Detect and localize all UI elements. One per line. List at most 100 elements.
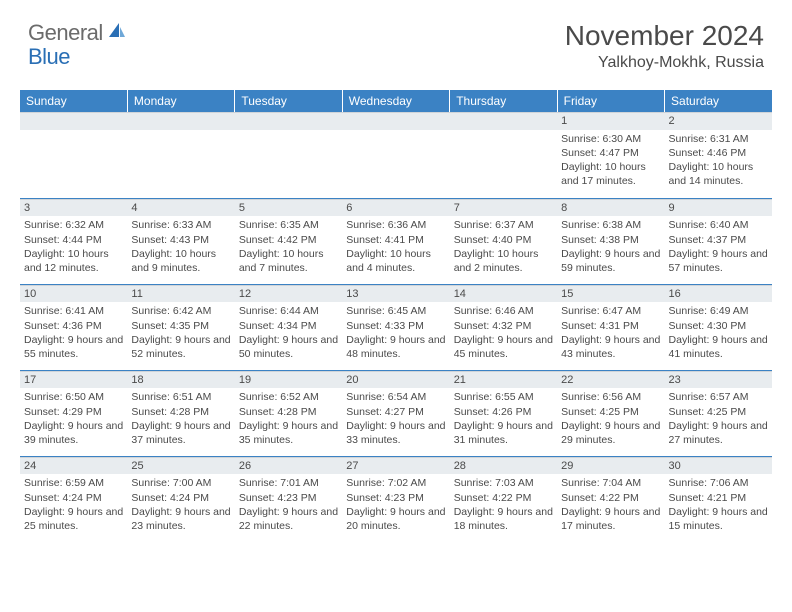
calendar-cell: 9Sunrise: 6:40 AMSunset: 4:37 PMDaylight… bbox=[665, 198, 772, 284]
day-number: 5 bbox=[235, 199, 342, 217]
sunset-text: Sunset: 4:26 PM bbox=[454, 405, 553, 419]
daylight-text: Daylight: 10 hours and 9 minutes. bbox=[131, 247, 230, 275]
day-body: Sunrise: 6:51 AMSunset: 4:28 PMDaylight:… bbox=[127, 388, 234, 451]
day-body: Sunrise: 7:00 AMSunset: 4:24 PMDaylight:… bbox=[127, 474, 234, 537]
weekday-sunday: Sunday bbox=[20, 90, 127, 112]
sunset-text: Sunset: 4:42 PM bbox=[239, 233, 338, 247]
day-number: 14 bbox=[450, 285, 557, 303]
day-body: Sunrise: 6:50 AMSunset: 4:29 PMDaylight:… bbox=[20, 388, 127, 451]
sunset-text: Sunset: 4:24 PM bbox=[131, 491, 230, 505]
calendar-cell: 30Sunrise: 7:06 AMSunset: 4:21 PMDayligh… bbox=[665, 456, 772, 542]
day-body: Sunrise: 6:36 AMSunset: 4:41 PMDaylight:… bbox=[342, 216, 449, 279]
sunrise-text: Sunrise: 6:54 AM bbox=[346, 390, 445, 404]
day-body: Sunrise: 7:03 AMSunset: 4:22 PMDaylight:… bbox=[450, 474, 557, 537]
calendar-cell: 25Sunrise: 7:00 AMSunset: 4:24 PMDayligh… bbox=[127, 456, 234, 542]
calendar-cell: 2Sunrise: 6:31 AMSunset: 4:46 PMDaylight… bbox=[665, 112, 772, 198]
day-number: 28 bbox=[450, 457, 557, 475]
day-number: 13 bbox=[342, 285, 449, 303]
calendar-week-row: 24Sunrise: 6:59 AMSunset: 4:24 PMDayligh… bbox=[20, 456, 772, 542]
calendar-week-row: 17Sunrise: 6:50 AMSunset: 4:29 PMDayligh… bbox=[20, 370, 772, 456]
day-number: 11 bbox=[127, 285, 234, 303]
daylight-text: Daylight: 9 hours and 33 minutes. bbox=[346, 419, 445, 447]
day-number: 21 bbox=[450, 371, 557, 389]
calendar-week-row: 10Sunrise: 6:41 AMSunset: 4:36 PMDayligh… bbox=[20, 284, 772, 370]
day-number: 15 bbox=[557, 285, 664, 303]
calendar-table: Sunday Monday Tuesday Wednesday Thursday… bbox=[20, 90, 772, 542]
calendar-cell: 14Sunrise: 6:46 AMSunset: 4:32 PMDayligh… bbox=[450, 284, 557, 370]
sunset-text: Sunset: 4:21 PM bbox=[669, 491, 768, 505]
sunrise-text: Sunrise: 6:30 AM bbox=[561, 132, 660, 146]
daylight-text: Daylight: 9 hours and 48 minutes. bbox=[346, 333, 445, 361]
day-number: 23 bbox=[665, 371, 772, 389]
sunset-text: Sunset: 4:43 PM bbox=[131, 233, 230, 247]
calendar-cell: 13Sunrise: 6:45 AMSunset: 4:33 PMDayligh… bbox=[342, 284, 449, 370]
sunset-text: Sunset: 4:36 PM bbox=[24, 319, 123, 333]
calendar-cell: 1Sunrise: 6:30 AMSunset: 4:47 PMDaylight… bbox=[557, 112, 664, 198]
daylight-text: Daylight: 10 hours and 2 minutes. bbox=[454, 247, 553, 275]
sunrise-text: Sunrise: 7:02 AM bbox=[346, 476, 445, 490]
calendar-cell bbox=[235, 112, 342, 198]
calendar-cell: 8Sunrise: 6:38 AMSunset: 4:38 PMDaylight… bbox=[557, 198, 664, 284]
daylight-text: Daylight: 9 hours and 15 minutes. bbox=[669, 505, 768, 533]
day-number: 25 bbox=[127, 457, 234, 475]
sunrise-text: Sunrise: 6:35 AM bbox=[239, 218, 338, 232]
day-number: 2 bbox=[665, 112, 772, 130]
calendar-cell: 23Sunrise: 6:57 AMSunset: 4:25 PMDayligh… bbox=[665, 370, 772, 456]
day-body: Sunrise: 6:37 AMSunset: 4:40 PMDaylight:… bbox=[450, 216, 557, 279]
header: General November 2024 Yalkhoy-Mokhk, Rus… bbox=[0, 0, 792, 80]
calendar-cell: 20Sunrise: 6:54 AMSunset: 4:27 PMDayligh… bbox=[342, 370, 449, 456]
sunset-text: Sunset: 4:25 PM bbox=[669, 405, 768, 419]
sunrise-text: Sunrise: 6:38 AM bbox=[561, 218, 660, 232]
daylight-text: Daylight: 9 hours and 23 minutes. bbox=[131, 505, 230, 533]
sunset-text: Sunset: 4:46 PM bbox=[669, 146, 768, 160]
sunset-text: Sunset: 4:40 PM bbox=[454, 233, 553, 247]
sunset-text: Sunset: 4:28 PM bbox=[131, 405, 230, 419]
calendar-cell: 5Sunrise: 6:35 AMSunset: 4:42 PMDaylight… bbox=[235, 198, 342, 284]
sunrise-text: Sunrise: 7:06 AM bbox=[669, 476, 768, 490]
daylight-text: Daylight: 9 hours and 31 minutes. bbox=[454, 419, 553, 447]
sunset-text: Sunset: 4:32 PM bbox=[454, 319, 553, 333]
sunrise-text: Sunrise: 6:50 AM bbox=[24, 390, 123, 404]
calendar-cell: 26Sunrise: 7:01 AMSunset: 4:23 PMDayligh… bbox=[235, 456, 342, 542]
daylight-text: Daylight: 9 hours and 18 minutes. bbox=[454, 505, 553, 533]
sunset-text: Sunset: 4:33 PM bbox=[346, 319, 445, 333]
sunrise-text: Sunrise: 6:46 AM bbox=[454, 304, 553, 318]
calendar-cell: 18Sunrise: 6:51 AMSunset: 4:28 PMDayligh… bbox=[127, 370, 234, 456]
weekday-thursday: Thursday bbox=[450, 90, 557, 112]
day-number bbox=[342, 112, 449, 130]
day-number: 8 bbox=[557, 199, 664, 217]
day-body: Sunrise: 7:06 AMSunset: 4:21 PMDaylight:… bbox=[665, 474, 772, 537]
daylight-text: Daylight: 9 hours and 50 minutes. bbox=[239, 333, 338, 361]
sunset-text: Sunset: 4:35 PM bbox=[131, 319, 230, 333]
sunset-text: Sunset: 4:41 PM bbox=[346, 233, 445, 247]
sunset-text: Sunset: 4:22 PM bbox=[561, 491, 660, 505]
daylight-text: Daylight: 9 hours and 22 minutes. bbox=[239, 505, 338, 533]
sunrise-text: Sunrise: 6:51 AM bbox=[131, 390, 230, 404]
calendar-cell: 16Sunrise: 6:49 AMSunset: 4:30 PMDayligh… bbox=[665, 284, 772, 370]
sunrise-text: Sunrise: 6:55 AM bbox=[454, 390, 553, 404]
day-body: Sunrise: 6:40 AMSunset: 4:37 PMDaylight:… bbox=[665, 216, 772, 279]
sunset-text: Sunset: 4:31 PM bbox=[561, 319, 660, 333]
day-body: Sunrise: 6:45 AMSunset: 4:33 PMDaylight:… bbox=[342, 302, 449, 365]
sunrise-text: Sunrise: 6:36 AM bbox=[346, 218, 445, 232]
day-number: 7 bbox=[450, 199, 557, 217]
daylight-text: Daylight: 9 hours and 17 minutes. bbox=[561, 505, 660, 533]
day-body: Sunrise: 6:57 AMSunset: 4:25 PMDaylight:… bbox=[665, 388, 772, 451]
sunrise-text: Sunrise: 6:32 AM bbox=[24, 218, 123, 232]
logo: General bbox=[28, 20, 129, 46]
title-block: November 2024 Yalkhoy-Mokhk, Russia bbox=[565, 20, 764, 72]
calendar-week-row: 1Sunrise: 6:30 AMSunset: 4:47 PMDaylight… bbox=[20, 112, 772, 198]
day-number: 1 bbox=[557, 112, 664, 130]
sunset-text: Sunset: 4:28 PM bbox=[239, 405, 338, 419]
daylight-text: Daylight: 10 hours and 17 minutes. bbox=[561, 160, 660, 188]
sunset-text: Sunset: 4:30 PM bbox=[669, 319, 768, 333]
daylight-text: Daylight: 10 hours and 7 minutes. bbox=[239, 247, 338, 275]
sunrise-text: Sunrise: 6:59 AM bbox=[24, 476, 123, 490]
logo-blue-wrap: Blue bbox=[28, 44, 70, 70]
daylight-text: Daylight: 9 hours and 39 minutes. bbox=[24, 419, 123, 447]
day-number: 30 bbox=[665, 457, 772, 475]
daylight-text: Daylight: 10 hours and 14 minutes. bbox=[669, 160, 768, 188]
calendar-cell: 15Sunrise: 6:47 AMSunset: 4:31 PMDayligh… bbox=[557, 284, 664, 370]
sunset-text: Sunset: 4:34 PM bbox=[239, 319, 338, 333]
day-number: 4 bbox=[127, 199, 234, 217]
